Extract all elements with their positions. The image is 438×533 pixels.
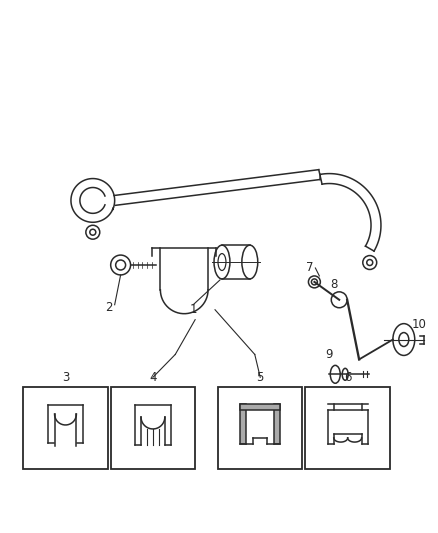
Bar — [305, 387, 390, 469]
Text: 6: 6 — [344, 371, 351, 384]
Text: 7: 7 — [306, 262, 313, 274]
Bar — [218, 387, 303, 469]
Bar — [240, 404, 246, 444]
Text: 1: 1 — [189, 303, 197, 316]
Text: 8: 8 — [331, 278, 338, 292]
Bar — [111, 387, 195, 469]
Text: 4: 4 — [149, 371, 157, 384]
Bar — [23, 387, 108, 469]
Text: 10: 10 — [411, 318, 426, 331]
Text: 3: 3 — [62, 371, 69, 384]
Bar — [240, 404, 280, 410]
Text: 9: 9 — [325, 348, 333, 361]
Text: 2: 2 — [105, 301, 113, 314]
Bar — [274, 404, 280, 444]
Text: 5: 5 — [257, 371, 264, 384]
